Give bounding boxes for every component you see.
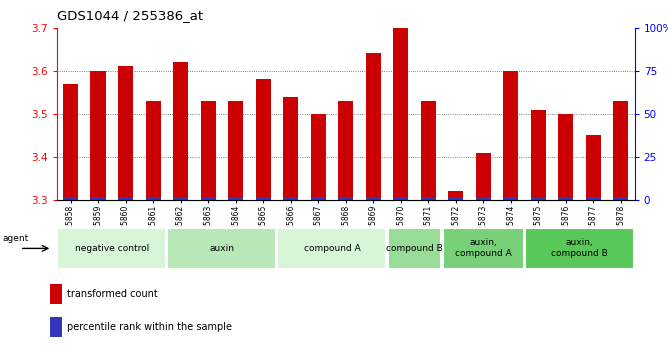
Bar — [448, 197, 464, 200]
Bar — [173, 197, 188, 200]
Bar — [365, 197, 381, 200]
Bar — [421, 197, 436, 200]
Bar — [448, 191, 464, 200]
Bar — [90, 197, 106, 200]
Bar — [503, 197, 518, 200]
Bar — [50, 317, 62, 337]
FancyBboxPatch shape — [387, 228, 442, 269]
Bar — [256, 79, 271, 200]
Bar — [228, 101, 243, 200]
FancyBboxPatch shape — [442, 228, 524, 269]
Bar — [586, 136, 601, 200]
Bar — [393, 28, 408, 200]
FancyBboxPatch shape — [168, 228, 277, 269]
Text: negative control: negative control — [75, 244, 149, 253]
Bar — [421, 101, 436, 200]
Bar — [118, 67, 133, 200]
Bar — [476, 153, 491, 200]
Bar — [118, 197, 133, 200]
Text: auxin: auxin — [209, 244, 234, 253]
Bar — [338, 197, 353, 200]
Bar — [613, 101, 629, 200]
Bar — [311, 114, 326, 200]
Bar — [365, 53, 381, 200]
Bar — [283, 97, 298, 200]
FancyBboxPatch shape — [525, 228, 634, 269]
Bar — [338, 101, 353, 200]
Bar — [558, 114, 573, 200]
Bar — [531, 110, 546, 200]
Bar — [50, 284, 62, 304]
Bar — [531, 197, 546, 200]
Bar — [146, 101, 160, 200]
FancyBboxPatch shape — [277, 228, 386, 269]
Text: auxin,
compound B: auxin, compound B — [551, 238, 608, 258]
Text: auxin,
compound A: auxin, compound A — [455, 238, 512, 258]
Text: compound B: compound B — [386, 244, 443, 253]
Bar — [200, 101, 216, 200]
Bar — [173, 62, 188, 200]
Bar — [256, 197, 271, 200]
Bar — [146, 197, 160, 200]
Bar — [558, 197, 573, 200]
Bar — [476, 197, 491, 200]
Bar — [613, 197, 629, 200]
Bar — [90, 71, 106, 200]
FancyBboxPatch shape — [57, 228, 166, 269]
Text: transformed count: transformed count — [67, 289, 158, 299]
Bar — [503, 71, 518, 200]
Text: percentile rank within the sample: percentile rank within the sample — [67, 322, 232, 332]
Bar — [228, 197, 243, 200]
Bar — [200, 197, 216, 200]
Bar — [63, 84, 78, 200]
Text: agent: agent — [3, 234, 29, 243]
Bar — [63, 197, 78, 200]
Text: compound A: compound A — [303, 244, 360, 253]
Bar — [311, 197, 326, 200]
Bar — [586, 197, 601, 200]
Bar — [393, 197, 408, 200]
Text: GDS1044 / 255386_at: GDS1044 / 255386_at — [57, 9, 203, 22]
Bar — [283, 197, 298, 200]
